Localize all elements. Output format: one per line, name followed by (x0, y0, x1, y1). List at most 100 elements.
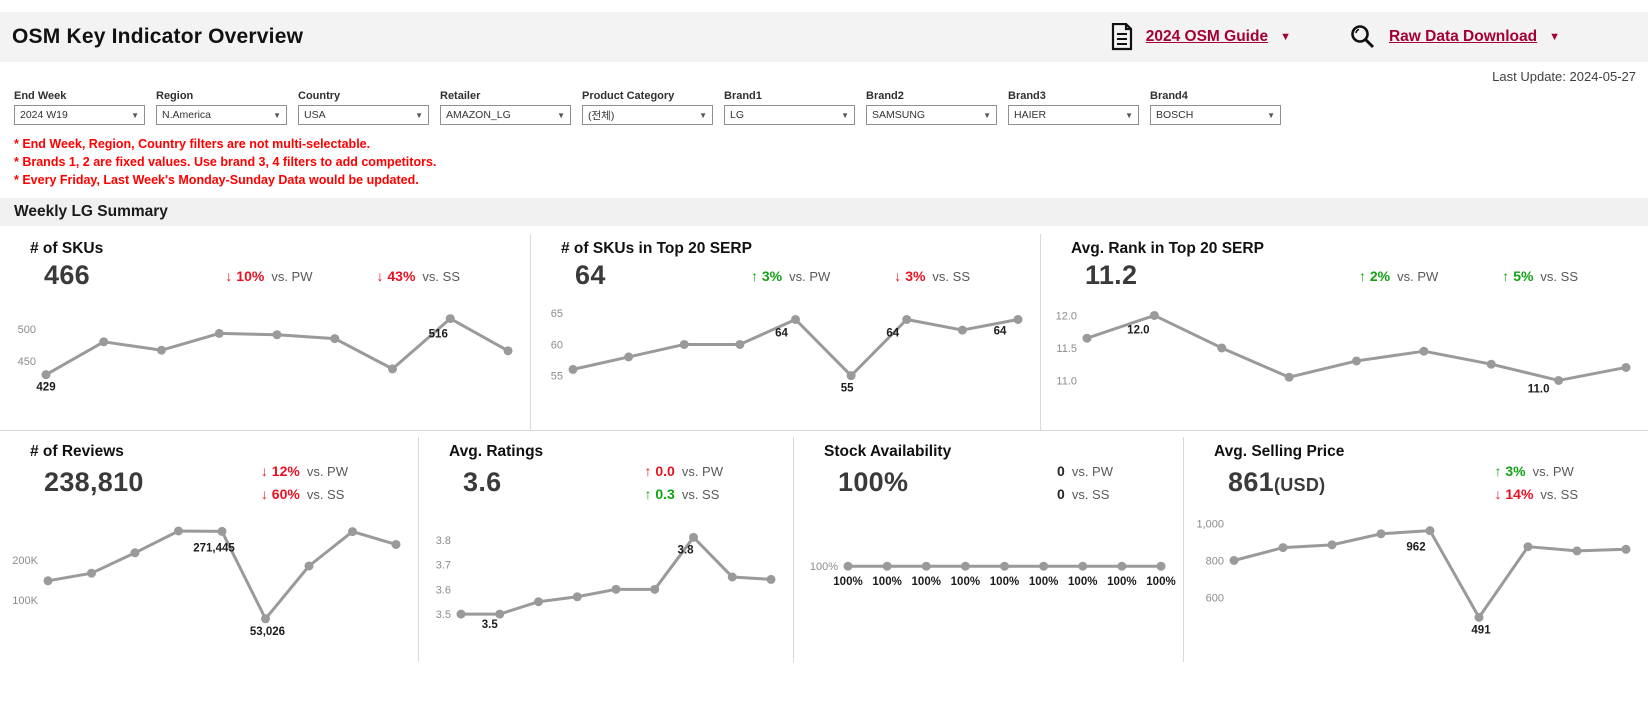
svg-text:962: 962 (1406, 542, 1425, 554)
filter-country: Country USA ▼ (298, 90, 429, 125)
svg-text:64: 64 (994, 326, 1007, 338)
download-dropdown-arrow-icon[interactable]: ▼ (1549, 31, 1560, 43)
filter-select-end-week[interactable]: 2024 W19 ▼ (14, 105, 145, 125)
note-line: * Brands 1, 2 are fixed values. Use bran… (14, 154, 437, 169)
svg-text:53,026: 53,026 (250, 626, 285, 638)
svg-text:800: 800 (1206, 556, 1224, 568)
svg-text:100%: 100% (912, 576, 941, 588)
delta-arrow-icon: ↑ (751, 267, 758, 284)
section-title: Weekly LG Summary (14, 203, 168, 221)
filter-select-region[interactable]: N.America ▼ (156, 105, 287, 125)
filter-label: Brand2 (866, 90, 904, 102)
filter-select-brand1[interactable]: LG ▼ (724, 105, 855, 125)
delta-vs-pw: ↓ 10% vs. PW (225, 268, 312, 284)
delta-pct: 0 (1057, 463, 1065, 480)
kpi-value: 238,810 (44, 467, 144, 498)
panel-avg-ratings: Avg. Ratings 3.6 ↑ 0.0 vs. PW ↑ 0.3 vs. … (418, 437, 793, 663)
svg-text:100%: 100% (872, 576, 901, 588)
svg-text:429: 429 (36, 382, 55, 394)
kpi-title: Stock Availability (824, 443, 952, 461)
dropdown-arrow-icon: ▼ (557, 110, 565, 120)
kpi-value: 64 (575, 260, 606, 291)
dropdown-arrow-icon: ▼ (131, 110, 139, 120)
download-link-group: Raw Data Download ▼ (1349, 23, 1560, 51)
delta-pct: 10% (236, 267, 265, 284)
filter-label: Brand4 (1150, 90, 1188, 102)
guide-link[interactable]: 2024 OSM Guide (1145, 28, 1269, 45)
stock-trend-chart: 100% 100% 100% 100% 100% 100% 100% 100% 100% 100% (794, 506, 1183, 648)
price-trend-chart: 600 800 1,000 962 491 (1184, 506, 1648, 648)
delta-arrow-icon: ↓ (894, 267, 902, 284)
guide-link-group: 2024 OSM Guide ▼ (1110, 23, 1291, 51)
svg-text:65: 65 (551, 308, 563, 320)
delta-vs-label: vs. SS (422, 268, 460, 284)
kpi-row-1: # of SKUs 466 ↓ 10% vs. PW ↓ 43% vs. SS … (0, 226, 1648, 431)
kpi-value: 3.6 (463, 467, 502, 498)
delta-vs-pw: ↑ 3% vs. PW (751, 268, 830, 284)
delta-vs-pw: 0 vs. PW (1057, 463, 1113, 479)
svg-text:100K: 100K (12, 595, 38, 607)
kpi-value: 466 (44, 260, 90, 291)
kpi-deltas: 0 vs. PW 0 vs. SS (1057, 463, 1113, 502)
filter-select-retailer[interactable]: AMAZON_LG ▼ (440, 105, 571, 125)
kpi-title: Avg. Selling Price (1214, 443, 1345, 461)
delta-vs-label: vs. PW (789, 268, 831, 284)
delta-vs-pw: ↑ 2% vs. PW (1359, 268, 1438, 284)
filter-select-brand3[interactable]: HAIER ▼ (1008, 105, 1139, 125)
ratings-trend-chart: 3.5 3.6 3.7 3.8 3.5 3.8 (419, 506, 793, 648)
svg-text:100%: 100% (990, 576, 1019, 588)
delta-vs-pw: ↑ 0.0 vs. PW (644, 463, 723, 479)
note-line: * Every Friday, Last Week's Monday-Sunda… (14, 172, 419, 187)
filter-value: BOSCH (1156, 109, 1194, 121)
filter-value: LG (730, 109, 745, 121)
kpi-value-unit: (USD) (1273, 475, 1326, 496)
filter-brand4: Brand4 BOSCH ▼ (1150, 90, 1281, 125)
delta-vs-ss: ↑ 5% vs. SS (1502, 268, 1578, 284)
note-line: * End Week, Region, Country filters are … (14, 137, 371, 151)
filter-select-product-category[interactable]: (전체) ▼ (582, 105, 713, 125)
kpi-title: # of SKUs in Top 20 SERP (561, 240, 752, 258)
kpi-deltas: ↓ 12% vs. PW ↓ 60% vs. SS (261, 463, 348, 502)
svg-text:60: 60 (551, 340, 563, 352)
filter-select-brand4[interactable]: BOSCH ▼ (1150, 105, 1281, 125)
guide-dropdown-arrow-icon[interactable]: ▼ (1280, 31, 1291, 43)
svg-text:516: 516 (429, 329, 448, 341)
filter-select-country[interactable]: USA ▼ (298, 105, 429, 125)
svg-text:11.0: 11.0 (1528, 384, 1550, 396)
delta-arrow-icon: ↓ (225, 267, 233, 284)
delta-arrow-icon: ↓ (260, 463, 268, 480)
raw-data-download-link[interactable]: Raw Data Download (1388, 28, 1538, 45)
svg-text:600: 600 (1206, 593, 1224, 605)
kpi-value: 861(USD) (1228, 467, 1325, 498)
filter-select-brand2[interactable]: SAMSUNG ▼ (866, 105, 997, 125)
filter-label: Region (156, 90, 194, 102)
skus-top20-trend-chart: 55 60 65 64 55 64 64 (531, 293, 1040, 409)
panel-avg-rank: Avg. Rank in Top 20 SERP 11.2 ↑ 2% vs. P… (1040, 234, 1648, 431)
svg-text:12.0: 12.0 (1127, 325, 1149, 337)
filter-value: AMAZON_LG (446, 109, 511, 121)
svg-text:100%: 100% (810, 561, 838, 573)
kpi-title: Avg. Ratings (449, 443, 544, 461)
svg-text:500: 500 (18, 324, 36, 336)
kpi-title: # of SKUs (30, 240, 104, 258)
svg-text:64: 64 (886, 328, 899, 340)
filter-value: 2024 W19 (20, 109, 68, 121)
filter-brand3: Brand3 HAIER ▼ (1008, 90, 1139, 125)
svg-text:64: 64 (775, 328, 788, 340)
filter-label: End Week (14, 90, 67, 102)
svg-text:491: 491 (1471, 625, 1491, 637)
header-bar: OSM Key Indicator Overview 2024 OSM Guid… (0, 12, 1648, 62)
reviews-trend-chart: 100K 200K 271,445 53,026 (0, 506, 418, 648)
filter-product-category: Product Category (전체) ▼ (582, 90, 713, 125)
filter-value: USA (304, 109, 326, 121)
svg-text:100%: 100% (1068, 576, 1097, 588)
svg-text:3.5: 3.5 (436, 609, 451, 621)
filter-retailer: Retailer AMAZON_LG ▼ (440, 90, 571, 125)
svg-text:3.5: 3.5 (482, 619, 499, 631)
delta-vs-ss: ↓ 43% vs. SS (377, 268, 461, 284)
delta-vs-label: vs. SS (306, 487, 345, 503)
dropdown-arrow-icon: ▼ (1125, 110, 1133, 120)
dropdown-arrow-icon: ▼ (983, 110, 991, 120)
delta-pct: 12% (271, 463, 300, 480)
